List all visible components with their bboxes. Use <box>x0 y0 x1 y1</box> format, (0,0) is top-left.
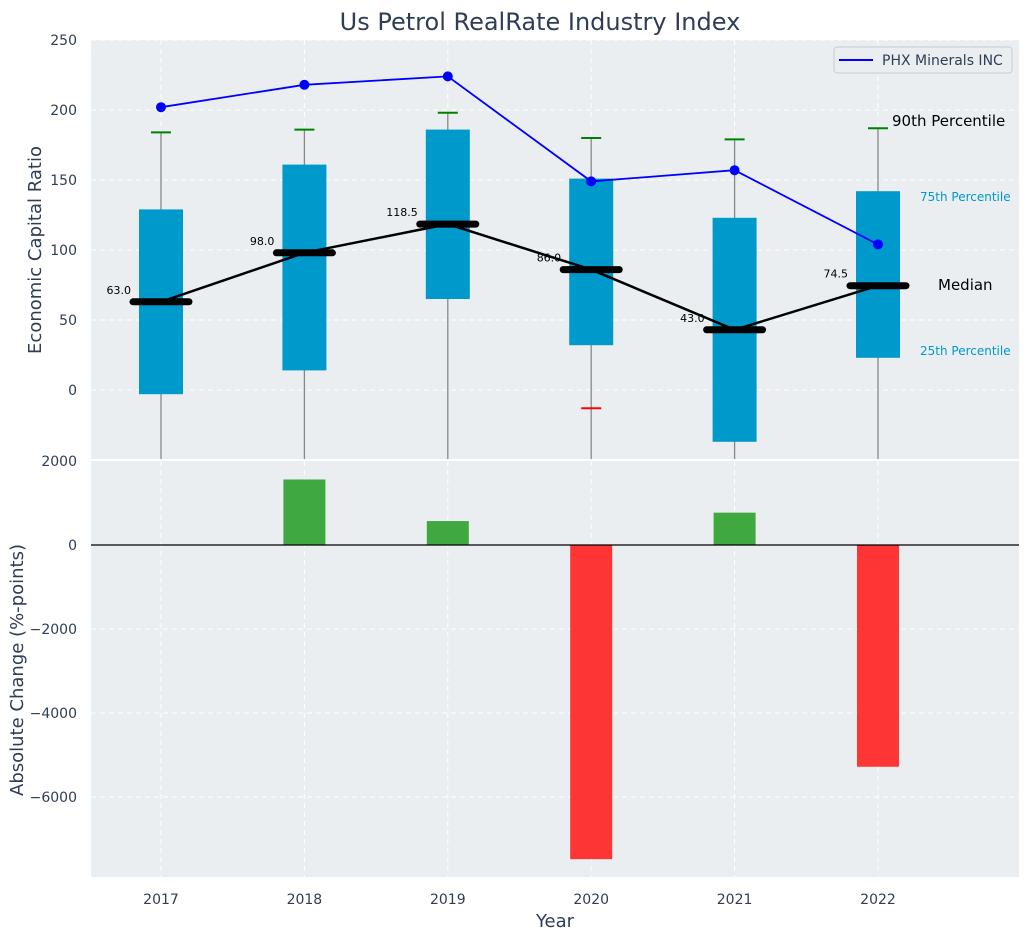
median-label-2019: 118.5 <box>386 206 418 219</box>
x-tick-label-2022: 2022 <box>860 892 896 908</box>
top-y-tick-label: 50 <box>59 313 77 329</box>
x-tick-label-2021: 2021 <box>717 892 753 908</box>
bottom-panel: −6000 −4000 −2000 0 2000 2017 2018 2019 2020 202… <box>7 454 1019 932</box>
median-label-2017: 63.0 <box>107 284 132 297</box>
top-y-tick-label: 0 <box>68 383 77 399</box>
chart-title: Us Petrol RealRate Industry Index <box>340 8 741 36</box>
median-label-2021: 43.0 <box>680 312 705 325</box>
legend-label: PHX Minerals INC <box>882 53 1003 69</box>
company-series <box>156 71 883 250</box>
box-2019 <box>425 129 470 299</box>
bottom-y-tick-label: 0 <box>68 538 77 554</box>
bottom-y-tick-label: −2000 <box>30 622 77 638</box>
company-series-line <box>160 75 879 246</box>
box-2022 <box>856 191 900 358</box>
change-bar-2019 <box>426 521 469 545</box>
x-tick-labels: 2017 2018 2019 2020 2021 2022 <box>143 892 896 908</box>
x-tick-label-2020: 2020 <box>573 892 609 908</box>
change-bar-2021 <box>713 512 756 545</box>
x-tick-label-2018: 2018 <box>287 892 323 908</box>
median-trend <box>160 222 879 332</box>
top-y-tick-label: 250 <box>50 33 77 49</box>
top-y-tick-label: 200 <box>50 103 77 119</box>
bottom-y-tick-label: −4000 <box>30 706 77 722</box>
change-bar-2020 <box>570 545 613 860</box>
company-point-2019 <box>442 71 453 82</box>
company-point-2017 <box>156 102 166 113</box>
x-tick-label-2017: 2017 <box>143 892 179 908</box>
percentile-annotations: 90th Percentile 75th Percentile Median 2… <box>892 112 1011 358</box>
bottom-gridlines <box>91 461 1019 877</box>
company-point-2022 <box>873 239 883 250</box>
annotation-p90: 90th Percentile <box>892 112 1005 130</box>
bottom-y-tick-label: 2000 <box>41 454 77 470</box>
top-y-tick-label: 150 <box>50 173 77 189</box>
median-trend-line <box>160 222 879 332</box>
change-bars <box>283 479 899 860</box>
top-panel: 0 50 100 150 200 250 63.0 98.0 118.5 86.0 43.0 74.… <box>25 33 1019 459</box>
top-y-tick-labels: 0 50 100 150 200 250 <box>50 33 77 399</box>
legend: PHX Minerals INC <box>833 46 1013 74</box>
company-point-2021 <box>729 165 740 176</box>
median-label-2020: 86.0 <box>537 252 562 265</box>
bottom-y-axis-label: Absolute Change (%-points) <box>7 544 28 796</box>
bottom-y-tick-labels: −6000 −4000 −2000 0 2000 <box>30 454 77 806</box>
median-label-2022: 74.5 <box>824 268 849 281</box>
change-bar-2022 <box>857 545 899 767</box>
change-bar-2018 <box>283 479 326 545</box>
x-tick-label-2019: 2019 <box>430 892 466 908</box>
annotation-p75: 75th Percentile <box>920 190 1011 204</box>
legend-box <box>833 46 1013 74</box>
median-label-2018: 98.0 <box>250 235 275 248</box>
median-markers: 63.0 98.0 118.5 86.0 43.0 74.5 <box>107 206 910 334</box>
box-2018 <box>282 164 327 371</box>
top-y-tick-label: 100 <box>50 243 77 259</box>
annotation-median: Median <box>938 276 993 294</box>
box-2020 <box>569 178 614 346</box>
annotation-p25: 25th Percentile <box>920 344 1011 358</box>
company-point-2020 <box>586 176 597 187</box>
top-y-axis-label: Economic Capital Ratio <box>25 146 46 354</box>
company-point-2018 <box>299 79 310 90</box>
bottom-y-tick-label: −6000 <box>30 790 77 806</box>
x-axis-label: Year <box>535 911 575 932</box>
